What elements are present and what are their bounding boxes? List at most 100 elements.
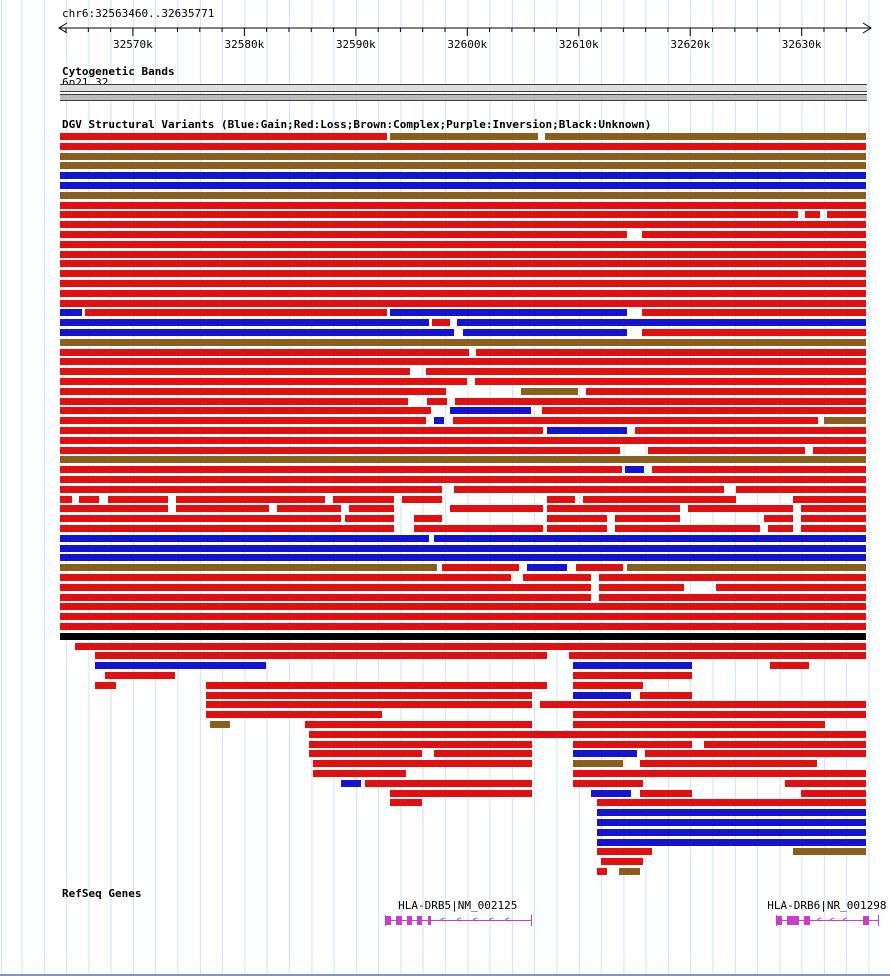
variant-bar[interactable] (522, 574, 592, 581)
variant-bar[interactable] (60, 280, 866, 287)
variant-bar[interactable] (454, 397, 866, 405)
variant-bar[interactable] (812, 446, 866, 454)
gene-exon[interactable] (417, 916, 422, 925)
variant-bar[interactable] (433, 417, 444, 425)
variant-bar[interactable] (572, 672, 692, 679)
variant-bar[interactable] (583, 495, 737, 503)
variant-bar[interactable] (596, 809, 866, 817)
variant-bar[interactable] (60, 613, 866, 621)
variant-bar[interactable] (475, 378, 866, 385)
variant-bar[interactable] (526, 564, 567, 572)
variant-bar[interactable] (572, 760, 624, 768)
variant-bar[interactable] (413, 525, 543, 532)
variant-bar[interactable] (309, 730, 866, 738)
variant-bar[interactable] (60, 476, 866, 483)
variant-bar[interactable] (572, 721, 825, 728)
variant-bar[interactable] (824, 417, 866, 425)
variant-bar[interactable] (651, 466, 866, 474)
variant-bar[interactable] (546, 427, 628, 434)
variant-bar[interactable] (586, 387, 866, 395)
variant-bar[interactable] (599, 574, 866, 581)
variant-bar[interactable] (313, 760, 533, 768)
variant-bar[interactable] (60, 358, 866, 366)
variant-bar[interactable] (60, 260, 866, 268)
variant-bar[interactable] (305, 721, 533, 728)
variant-bar[interactable] (546, 495, 576, 503)
variant-bar[interactable] (60, 505, 168, 513)
variant-bar[interactable] (575, 564, 624, 572)
variant-bar[interactable] (60, 407, 431, 415)
variant-bar[interactable] (60, 142, 866, 150)
variant-bar[interactable] (401, 495, 443, 503)
variant-bar[interactable] (800, 515, 866, 523)
variant-bar[interactable] (627, 564, 866, 572)
variant-bar[interactable] (205, 681, 547, 689)
variant-bar[interactable] (425, 368, 866, 376)
variant-bar[interactable] (596, 868, 608, 875)
gene-exon[interactable] (862, 916, 870, 925)
variant-bar[interactable] (768, 525, 793, 532)
gene-exon[interactable] (803, 916, 810, 925)
variant-bar[interactable] (572, 662, 692, 670)
variant-bar[interactable] (591, 789, 632, 797)
variant-bar[interactable] (641, 329, 866, 336)
variant-bar[interactable] (60, 172, 866, 180)
variant-bar[interactable] (540, 701, 866, 709)
variant-bar[interactable] (615, 525, 761, 532)
variant-bar[interactable] (389, 133, 538, 140)
variant-bar[interactable] (625, 466, 644, 474)
variant-bar[interactable] (60, 564, 438, 572)
gene-model[interactable] (384, 920, 531, 921)
gene-exon[interactable] (776, 916, 783, 925)
variant-bar[interactable] (60, 436, 866, 444)
variant-bar[interactable] (390, 309, 627, 317)
variant-bar[interactable] (60, 201, 866, 209)
variant-bar[interactable] (641, 309, 866, 317)
variant-bar[interactable] (60, 329, 455, 336)
variant-bar[interactable] (60, 397, 409, 405)
variant-bar[interactable] (770, 662, 809, 670)
variant-bar[interactable] (475, 348, 866, 356)
variant-bar[interactable] (599, 583, 684, 591)
variant-bar[interactable] (572, 779, 643, 787)
variant-bar[interactable] (456, 319, 866, 327)
variant-bar[interactable] (60, 378, 468, 385)
variant-bar[interactable] (60, 133, 388, 140)
variant-bar[interactable] (84, 309, 388, 317)
variant-bar[interactable] (647, 446, 805, 454)
variant-bar[interactable] (309, 740, 533, 748)
variant-bar[interactable] (105, 672, 176, 679)
variant-bar[interactable] (60, 309, 82, 317)
variant-bar[interactable] (572, 711, 866, 719)
variant-bar[interactable] (60, 417, 426, 425)
variant-bar[interactable] (60, 338, 866, 346)
variant-bar[interactable] (60, 603, 866, 611)
variant-bar[interactable] (205, 701, 533, 709)
variant-bar[interactable] (639, 789, 692, 797)
variant-bar[interactable] (639, 760, 817, 768)
variant-bar[interactable] (635, 427, 866, 434)
variant-bar[interactable] (800, 525, 866, 532)
variant-bar[interactable] (764, 515, 793, 523)
variant-bar[interactable] (596, 838, 866, 846)
variant-bar[interactable] (703, 740, 866, 748)
variant-bar[interactable] (572, 691, 632, 699)
variant-bar[interactable] (276, 505, 342, 513)
variant-bar[interactable] (60, 289, 866, 297)
variant-bar[interactable] (60, 240, 866, 248)
variant-bar[interactable] (209, 721, 231, 728)
variant-bar[interactable] (60, 152, 866, 160)
variant-bar[interactable] (60, 221, 866, 229)
variant-bar[interactable] (596, 828, 866, 836)
variant-bar[interactable] (345, 515, 394, 523)
variant-bar[interactable] (572, 681, 643, 689)
variant-bar[interactable] (546, 525, 608, 532)
variant-bar[interactable] (333, 495, 394, 503)
variant-bar[interactable] (596, 819, 866, 826)
variant-bar[interactable] (60, 466, 622, 474)
variant-bar[interactable] (389, 789, 533, 797)
variant-bar[interactable] (546, 505, 680, 513)
variant-bar[interactable] (600, 858, 643, 866)
gene-exon[interactable] (787, 916, 800, 925)
variant-bar[interactable] (60, 211, 799, 219)
